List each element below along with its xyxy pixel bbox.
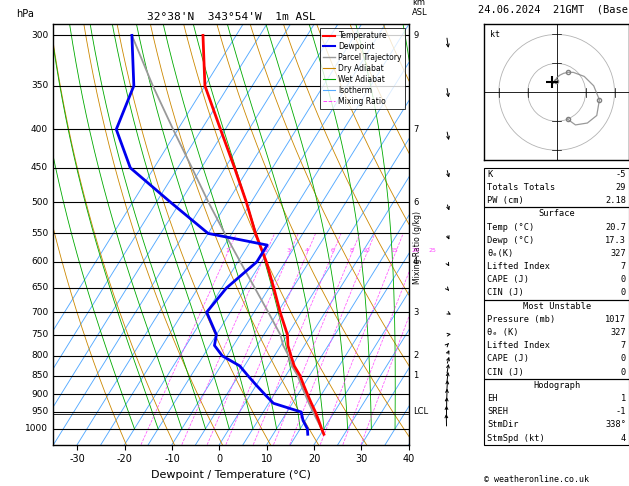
Text: 7: 7 bbox=[621, 262, 626, 271]
Text: 4: 4 bbox=[304, 247, 308, 253]
Text: 24.06.2024  21GMT  (Base: 12): 24.06.2024 21GMT (Base: 12) bbox=[478, 4, 629, 15]
Text: 25: 25 bbox=[429, 247, 437, 253]
Text: km
ASL: km ASL bbox=[412, 0, 428, 17]
Text: Hodograph: Hodograph bbox=[533, 381, 581, 390]
Bar bbox=[484, 379, 629, 445]
Text: θₑ (K): θₑ (K) bbox=[487, 328, 519, 337]
Text: 1: 1 bbox=[413, 371, 418, 380]
Bar bbox=[484, 299, 629, 379]
Text: 6: 6 bbox=[413, 198, 418, 207]
Text: Lifted Index: Lifted Index bbox=[487, 341, 550, 350]
Text: PW (cm): PW (cm) bbox=[487, 196, 524, 205]
Text: 1000: 1000 bbox=[25, 424, 48, 433]
Text: 550: 550 bbox=[31, 229, 48, 238]
Text: -5: -5 bbox=[616, 170, 626, 179]
Text: 0: 0 bbox=[621, 367, 626, 377]
Text: SREH: SREH bbox=[487, 407, 508, 416]
Text: 4: 4 bbox=[413, 258, 418, 266]
Text: 950: 950 bbox=[31, 407, 48, 417]
Text: 10: 10 bbox=[362, 247, 370, 253]
Text: 327: 327 bbox=[610, 249, 626, 258]
Text: kt: kt bbox=[490, 30, 500, 39]
Text: 850: 850 bbox=[31, 371, 48, 380]
Text: CIN (J): CIN (J) bbox=[487, 289, 524, 297]
Text: hPa: hPa bbox=[16, 9, 33, 19]
Text: Totals Totals: Totals Totals bbox=[487, 183, 555, 192]
Text: 650: 650 bbox=[31, 283, 48, 293]
Text: 900: 900 bbox=[31, 390, 48, 399]
Text: 350: 350 bbox=[31, 81, 48, 90]
Text: Pressure (mb): Pressure (mb) bbox=[487, 315, 555, 324]
Text: 800: 800 bbox=[31, 351, 48, 360]
Text: Mixing Ratio (g/kg): Mixing Ratio (g/kg) bbox=[413, 210, 422, 284]
Text: Surface: Surface bbox=[538, 209, 575, 218]
Text: 327: 327 bbox=[610, 328, 626, 337]
Text: 7: 7 bbox=[621, 341, 626, 350]
Text: 300: 300 bbox=[31, 31, 48, 40]
Text: K: K bbox=[487, 170, 493, 179]
Text: 29: 29 bbox=[616, 183, 626, 192]
Text: 700: 700 bbox=[31, 308, 48, 317]
Text: 20.7: 20.7 bbox=[605, 223, 626, 231]
Text: 0: 0 bbox=[621, 289, 626, 297]
Text: 9: 9 bbox=[413, 31, 418, 40]
Text: 450: 450 bbox=[31, 163, 48, 173]
Text: 3: 3 bbox=[287, 247, 291, 253]
Text: 600: 600 bbox=[31, 258, 48, 266]
Text: StmSpd (kt): StmSpd (kt) bbox=[487, 434, 545, 443]
Text: 4: 4 bbox=[621, 434, 626, 443]
Text: 400: 400 bbox=[31, 125, 48, 134]
Bar bbox=[484, 168, 629, 207]
X-axis label: Dewpoint / Temperature (°C): Dewpoint / Temperature (°C) bbox=[151, 470, 311, 480]
Text: 1: 1 bbox=[225, 247, 229, 253]
Text: 7: 7 bbox=[413, 125, 418, 134]
Text: 15: 15 bbox=[391, 247, 399, 253]
Text: θₑ(K): θₑ(K) bbox=[487, 249, 513, 258]
Text: Temp (°C): Temp (°C) bbox=[487, 223, 535, 231]
Text: 6: 6 bbox=[330, 247, 334, 253]
Text: EH: EH bbox=[487, 394, 498, 403]
Text: StmDir: StmDir bbox=[487, 420, 519, 430]
Text: 750: 750 bbox=[31, 330, 48, 339]
Legend: Temperature, Dewpoint, Parcel Trajectory, Dry Adiabat, Wet Adiabat, Isotherm, Mi: Temperature, Dewpoint, Parcel Trajectory… bbox=[320, 28, 405, 109]
Text: LCL: LCL bbox=[413, 407, 428, 417]
Text: Lifted Index: Lifted Index bbox=[487, 262, 550, 271]
Text: 20: 20 bbox=[412, 247, 420, 253]
Text: 1017: 1017 bbox=[605, 315, 626, 324]
Text: Most Unstable: Most Unstable bbox=[523, 302, 591, 311]
Text: CIN (J): CIN (J) bbox=[487, 367, 524, 377]
Text: 338°: 338° bbox=[605, 420, 626, 430]
Text: CAPE (J): CAPE (J) bbox=[487, 275, 529, 284]
Title: 32°38'N  343°54'W  1m ASL: 32°38'N 343°54'W 1m ASL bbox=[147, 12, 316, 22]
Text: 3: 3 bbox=[413, 308, 418, 317]
Text: -1: -1 bbox=[616, 407, 626, 416]
Text: 0: 0 bbox=[621, 354, 626, 364]
Text: Dewp (°C): Dewp (°C) bbox=[487, 236, 535, 245]
Text: © weatheronline.co.uk: © weatheronline.co.uk bbox=[484, 475, 589, 484]
Text: 2: 2 bbox=[263, 247, 267, 253]
Text: 8: 8 bbox=[349, 247, 353, 253]
Text: CAPE (J): CAPE (J) bbox=[487, 354, 529, 364]
Text: 0: 0 bbox=[621, 275, 626, 284]
Bar bbox=[484, 207, 629, 299]
Text: 2: 2 bbox=[413, 351, 418, 360]
Text: 1: 1 bbox=[621, 394, 626, 403]
Text: 500: 500 bbox=[31, 198, 48, 207]
Text: 2.18: 2.18 bbox=[605, 196, 626, 205]
Text: 17.3: 17.3 bbox=[605, 236, 626, 245]
